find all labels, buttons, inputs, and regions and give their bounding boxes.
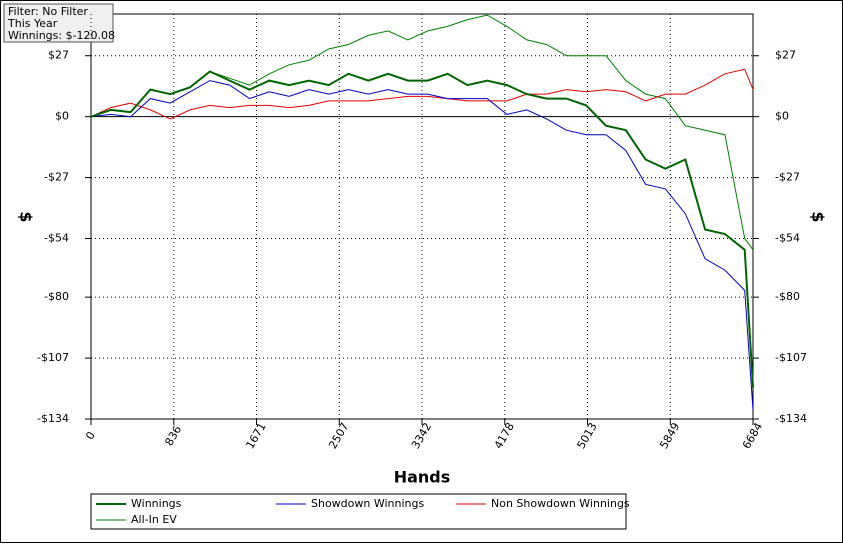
y2-tick-label: $27 bbox=[775, 49, 796, 62]
y-tick-label: $27 bbox=[48, 49, 69, 62]
legend-label: Showdown Winnings bbox=[311, 497, 425, 510]
filter-line: Winnings: $-120.08 bbox=[8, 29, 115, 42]
filter-box: Filter: No Filter This Year Winnings: $-… bbox=[3, 3, 115, 43]
legend-label: Winnings bbox=[131, 497, 182, 510]
y2-tick-label: -$134 bbox=[775, 412, 807, 425]
series-line bbox=[90, 80, 754, 411]
y-tick-label: -$54 bbox=[44, 231, 69, 244]
y-tick-label: -$27 bbox=[44, 171, 69, 184]
x-axis-label: Hands bbox=[394, 468, 451, 487]
y2-tick-label: -$54 bbox=[775, 231, 800, 244]
legend bbox=[90, 493, 627, 530]
filter-background bbox=[3, 3, 114, 43]
y2-tick-label: $0 bbox=[775, 110, 789, 123]
legend-label: All-In EV bbox=[131, 513, 177, 526]
y-axis-label: $ bbox=[17, 211, 36, 222]
filter-line: Filter: No Filter bbox=[8, 5, 88, 18]
legend-label: Non Showdown Winnings bbox=[491, 497, 630, 510]
y-tick-label: $0 bbox=[55, 110, 69, 123]
y2-axis-label: $ bbox=[809, 211, 828, 222]
y-tick-label: -$80 bbox=[44, 290, 69, 303]
y2-tick-label: -$27 bbox=[775, 171, 800, 184]
y-tick-label: -$134 bbox=[37, 412, 69, 425]
y-tick-label: -$107 bbox=[37, 351, 69, 364]
y2-tick-label: -$80 bbox=[775, 290, 800, 303]
filter-line: This Year bbox=[7, 17, 58, 30]
series-line bbox=[90, 68, 754, 120]
series-line bbox=[90, 70, 754, 388]
y2-tick-label: -$107 bbox=[775, 351, 807, 364]
